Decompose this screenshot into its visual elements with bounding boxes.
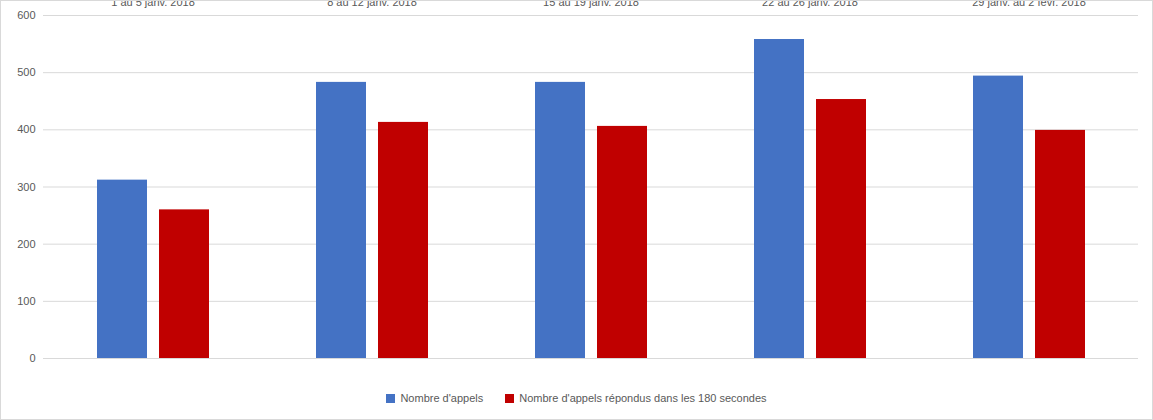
svg-text:8 au 12 janv. 2018: 8 au 12 janv. 2018 <box>327 1 417 8</box>
svg-text:22 au 26 janv. 2018: 22 au 26 janv. 2018 <box>762 1 858 8</box>
svg-text:1 au 5 janv. 2018: 1 au 5 janv. 2018 <box>111 1 195 8</box>
svg-text:29 janv. au 2 févr. 2018: 29 janv. au 2 févr. 2018 <box>972 1 1086 8</box>
svg-text:0: 0 <box>29 352 35 364</box>
html-text:Nombre d'appels: Nombre d'appels <box>400 392 484 404</box>
svg-text:300: 300 <box>17 181 35 193</box>
svg-text:15 au 19 janv. 2018: 15 au 19 janv. 2018 <box>543 1 639 8</box>
html-text:Nombre d'appels répondus dans: Nombre d'appels répondus dans les 180 se… <box>519 392 767 404</box>
svg-text:600: 600 <box>17 9 35 21</box>
svg-text:500: 500 <box>17 66 35 78</box>
svg-text:400: 400 <box>17 123 35 135</box>
svg-text:100: 100 <box>17 295 35 307</box>
svg-text:200: 200 <box>17 238 35 250</box>
